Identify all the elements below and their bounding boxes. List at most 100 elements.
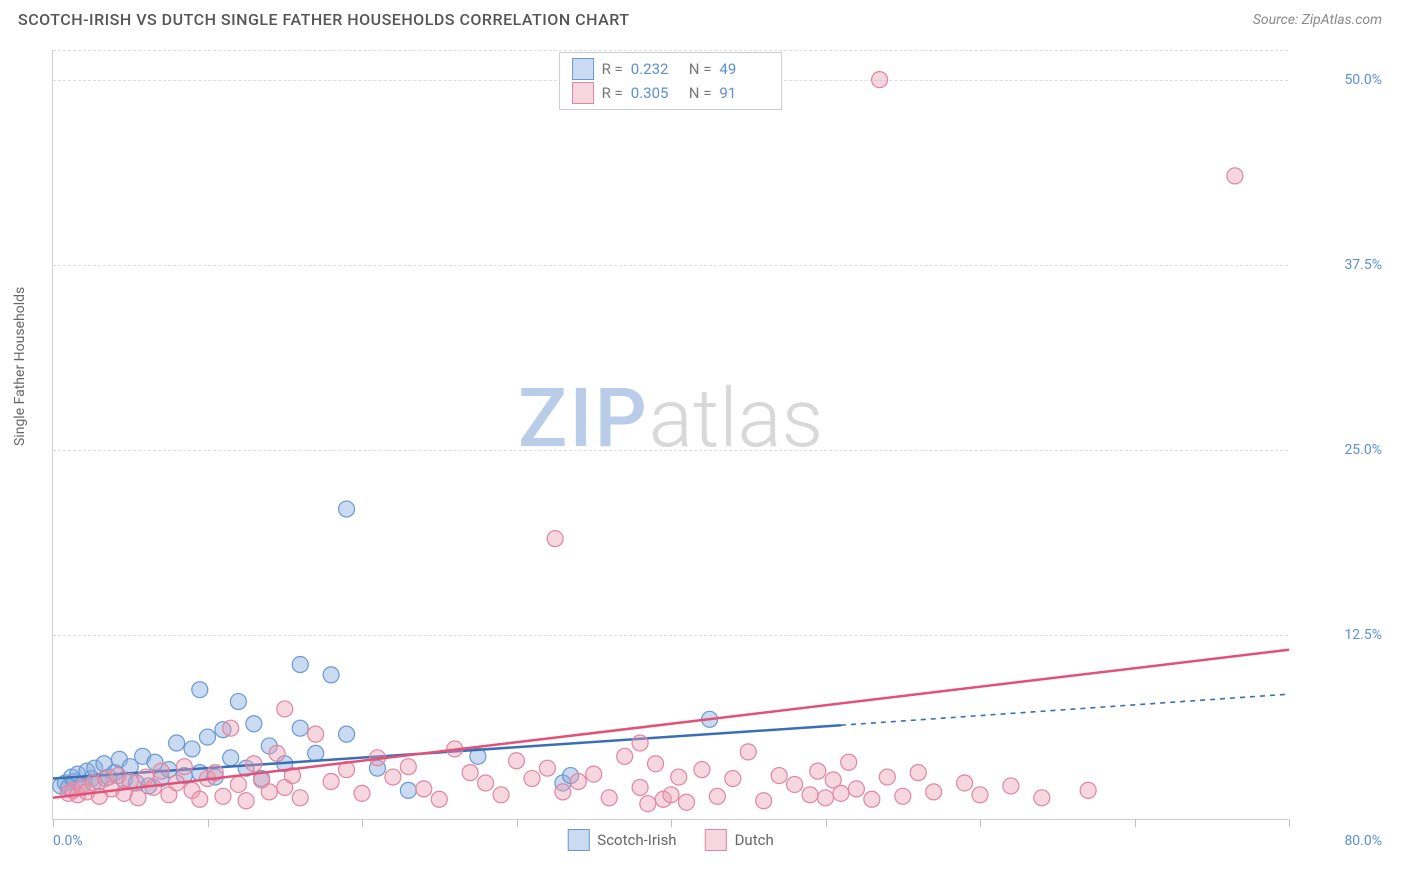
legend-series: Scotch-IrishDutch xyxy=(567,829,773,851)
data-point-scotch_irish xyxy=(308,745,324,761)
data-point-scotch_irish xyxy=(292,657,308,673)
data-point-dutch xyxy=(308,726,324,742)
data-point-scotch_irish xyxy=(339,501,355,517)
trend-line-ext-scotch_irish xyxy=(841,694,1289,725)
data-point-dutch xyxy=(771,768,787,784)
data-point-scotch_irish xyxy=(323,667,339,683)
data-point-dutch xyxy=(709,788,725,804)
x-tick xyxy=(362,819,363,827)
data-point-dutch xyxy=(431,791,447,807)
legend-stat-row-dutch: R =0.305N =91 xyxy=(572,81,770,105)
data-point-dutch xyxy=(879,769,895,785)
x-axis-max-label: 80.0% xyxy=(1344,833,1382,849)
data-point-dutch xyxy=(493,787,509,803)
data-point-dutch xyxy=(926,784,942,800)
data-point-dutch xyxy=(1034,790,1050,806)
data-point-scotch_irish xyxy=(192,682,208,698)
data-point-scotch_irish xyxy=(200,729,216,745)
data-point-dutch xyxy=(230,776,246,792)
x-tick xyxy=(826,819,827,827)
x-tick xyxy=(517,819,518,827)
data-point-scotch_irish xyxy=(169,735,185,751)
data-point-dutch xyxy=(864,791,880,807)
plot-area: ZIPatlas R =0.232N =49R =0.305N =91 0.0%… xyxy=(52,50,1288,820)
data-point-dutch xyxy=(1080,782,1096,798)
data-point-dutch xyxy=(601,790,617,806)
data-point-dutch xyxy=(678,794,694,810)
x-tick xyxy=(980,819,981,827)
x-axis-min-label: 0.0% xyxy=(53,833,83,849)
data-point-dutch xyxy=(972,787,988,803)
data-point-dutch xyxy=(910,765,926,781)
data-point-dutch xyxy=(323,774,339,790)
legend-r-value: 0.305 xyxy=(631,81,681,105)
data-point-dutch xyxy=(261,784,277,800)
scatter-svg xyxy=(53,50,1288,819)
x-tick xyxy=(1289,819,1290,827)
data-point-dutch xyxy=(818,790,834,806)
legend-r-label: R = xyxy=(602,57,623,81)
legend-swatch xyxy=(705,829,727,851)
legend-r-value: 0.232 xyxy=(631,57,681,81)
data-point-dutch xyxy=(478,775,494,791)
data-point-dutch xyxy=(153,763,169,779)
x-tick xyxy=(1135,819,1136,827)
data-point-dutch xyxy=(663,787,679,803)
data-point-dutch xyxy=(671,769,687,785)
data-point-dutch xyxy=(462,765,478,781)
data-point-dutch xyxy=(555,784,571,800)
data-point-dutch xyxy=(632,735,648,751)
data-point-dutch xyxy=(787,776,803,792)
data-point-dutch xyxy=(570,774,586,790)
legend-item-scotch_irish: Scotch-Irish xyxy=(567,829,676,851)
y-tick-label: 12.5% xyxy=(1344,627,1382,643)
data-point-dutch xyxy=(524,771,540,787)
data-point-dutch xyxy=(694,762,710,778)
data-point-dutch xyxy=(872,72,888,88)
legend-n-label: N = xyxy=(689,57,712,81)
data-point-dutch xyxy=(810,763,826,779)
data-point-dutch xyxy=(1003,778,1019,794)
data-point-dutch xyxy=(192,791,208,807)
legend-n-value: 91 xyxy=(719,81,769,105)
legend-n-label: N = xyxy=(689,81,712,105)
legend-label: Scotch-Irish xyxy=(597,831,676,849)
legend-swatch xyxy=(572,58,594,80)
legend-swatch xyxy=(567,829,589,851)
legend-stat-row-scotch_irish: R = 0.232 N = 49 xyxy=(572,57,770,81)
data-point-dutch xyxy=(509,753,525,769)
source-attribution: Source: ZipAtlas.com xyxy=(1253,12,1382,28)
legend-n-value: 49 xyxy=(719,57,769,81)
data-point-dutch xyxy=(547,531,563,547)
data-point-dutch xyxy=(539,760,555,776)
data-point-dutch xyxy=(640,796,656,812)
data-point-dutch xyxy=(848,781,864,797)
data-point-scotch_irish xyxy=(400,782,416,798)
x-tick xyxy=(208,819,209,827)
data-point-dutch xyxy=(223,720,239,736)
data-point-scotch_irish xyxy=(246,716,262,732)
data-point-scotch_irish xyxy=(339,726,355,742)
data-point-dutch xyxy=(740,744,756,760)
data-point-dutch xyxy=(617,748,633,764)
data-point-dutch xyxy=(841,754,857,770)
y-tick-label: 25.0% xyxy=(1344,442,1382,458)
data-point-dutch xyxy=(130,790,146,806)
data-point-dutch xyxy=(632,779,648,795)
data-point-dutch xyxy=(269,745,285,761)
data-point-dutch xyxy=(292,790,308,806)
data-point-scotch_irish xyxy=(184,741,200,757)
data-point-dutch xyxy=(725,771,741,787)
data-point-dutch xyxy=(400,759,416,775)
data-point-dutch xyxy=(802,787,818,803)
data-point-scotch_irish xyxy=(230,694,246,710)
y-tick-label: 37.5% xyxy=(1344,257,1382,273)
legend-stats: R = 0.232 N = 49R = 0.305 N = 91 xyxy=(559,52,783,110)
data-point-dutch xyxy=(246,756,262,772)
x-tick xyxy=(671,819,672,827)
data-point-dutch xyxy=(215,788,231,804)
data-point-dutch xyxy=(586,766,602,782)
y-tick-label: 50.0% xyxy=(1344,72,1382,88)
data-point-dutch xyxy=(957,775,973,791)
data-point-dutch xyxy=(385,769,401,785)
